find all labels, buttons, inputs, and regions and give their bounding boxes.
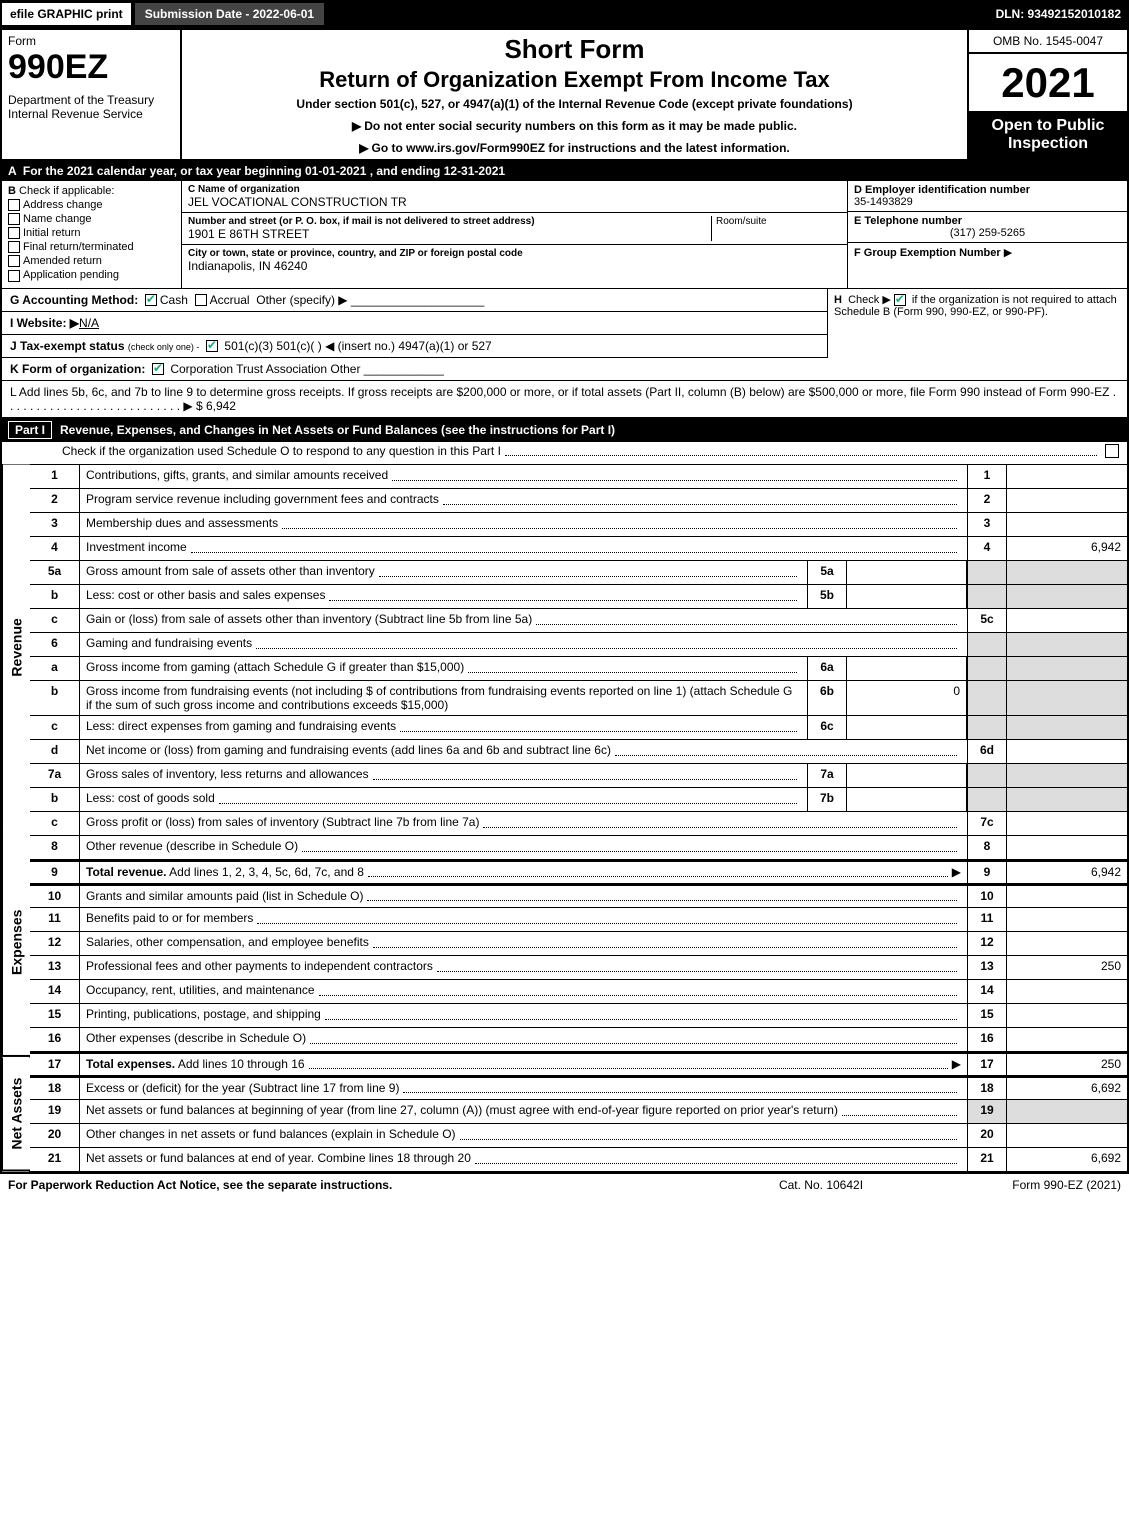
short-form-title: Short Form	[190, 34, 959, 65]
chk-accrual[interactable]	[195, 294, 207, 306]
side-revenue: Revenue	[2, 465, 30, 831]
department: Department of the Treasury Internal Reve…	[8, 93, 174, 121]
form-word: Form	[8, 34, 174, 48]
no-ssn-note: Do not enter social security numbers on …	[190, 119, 959, 133]
dln: DLN: 93492152010182	[996, 7, 1129, 21]
line-13: 13Professional fees and other payments t…	[30, 956, 1127, 980]
line-a: A For the 2021 calendar year, or tax yea…	[2, 161, 1127, 181]
part-i-header: Part I Revenue, Expenses, and Changes in…	[2, 418, 1127, 442]
line-c: cGain or (loss) from sale of assets othe…	[30, 609, 1127, 633]
line-19: 19Net assets or fund balances at beginni…	[30, 1100, 1127, 1124]
sched-o-check: Check if the organization used Schedule …	[2, 442, 1127, 465]
footer-right: Form 990-EZ (2021)	[921, 1178, 1121, 1192]
line-9: 9Total revenue. Add lines 1, 2, 3, 4, 5c…	[30, 860, 1127, 884]
line-1: 1Contributions, gifts, grants, and simil…	[30, 465, 1127, 489]
footer-mid: Cat. No. 10642I	[721, 1178, 921, 1192]
line-10: 10Grants and similar amounts paid (list …	[30, 884, 1127, 908]
section-d-e-f: D Employer identification number 35-1493…	[847, 181, 1127, 288]
line-3: 3Membership dues and assessments3	[30, 513, 1127, 537]
section-c: C Name of organization JEL VOCATIONAL CO…	[182, 181, 847, 288]
org-name: JEL VOCATIONAL CONSTRUCTION TR	[188, 195, 841, 209]
line-b: bGross income from fundraising events (n…	[30, 681, 1127, 716]
line-d: dNet income or (loss) from gaming and fu…	[30, 740, 1127, 764]
chk-sched-o[interactable]	[1105, 444, 1119, 458]
line-16: 16Other expenses (describe in Schedule O…	[30, 1028, 1127, 1052]
line-b: bLess: cost of goods sold7b	[30, 788, 1127, 812]
line-h: H Check ▶ if the organization is not req…	[827, 289, 1127, 358]
header-right: OMB No. 1545-0047 2021 Open to Public In…	[967, 30, 1127, 159]
page-footer: For Paperwork Reduction Act Notice, see …	[0, 1174, 1129, 1196]
chk-corp[interactable]	[152, 363, 164, 375]
line-l: L Add lines 5b, 6c, and 7b to line 9 to …	[2, 381, 1127, 418]
line-b: bLess: cost or other basis and sales exp…	[30, 585, 1127, 609]
omb-number: OMB No. 1545-0047	[969, 30, 1127, 54]
org-street: 1901 E 86TH STREET	[188, 227, 711, 241]
efile-label[interactable]: efile GRAPHIC print	[0, 1, 133, 27]
c-city-label: City or town, state or province, country…	[188, 248, 841, 259]
line-18: 18Excess or (deficit) for the year (Subt…	[30, 1076, 1127, 1100]
line-c: cLess: direct expenses from gaming and f…	[30, 716, 1127, 740]
line-c: cGross profit or (loss) from sales of in…	[30, 812, 1127, 836]
line-i: I Website: ▶N/A	[2, 312, 827, 335]
part-i-body: Revenue Expenses Net Assets 1Contributio…	[2, 465, 1127, 1172]
phone-value: (317) 259-5265	[854, 227, 1121, 239]
line-6: 6Gaming and fundraising events	[30, 633, 1127, 657]
chk-name-change[interactable]: Name change	[8, 213, 175, 225]
tax-year: 2021	[969, 54, 1127, 111]
g-h-block: G Accounting Method: Cash Accrual Other …	[2, 289, 1127, 358]
footer-left: For Paperwork Reduction Act Notice, see …	[8, 1178, 721, 1192]
header-left: Form 990EZ Department of the Treasury In…	[2, 30, 182, 159]
line-12: 12Salaries, other compensation, and empl…	[30, 932, 1127, 956]
line-2: 2Program service revenue including gover…	[30, 489, 1127, 513]
line-j: J Tax-exempt status (check only one) - 5…	[2, 335, 827, 358]
line-20: 20Other changes in net assets or fund ba…	[30, 1124, 1127, 1148]
ein-row: D Employer identification number 35-1493…	[848, 181, 1127, 212]
form-number: 990EZ	[8, 48, 174, 87]
line-11: 11Benefits paid to or for members11	[30, 908, 1127, 932]
chk-final-return[interactable]: Final return/terminated	[8, 241, 175, 253]
line-8: 8Other revenue (describe in Schedule O)8	[30, 836, 1127, 860]
return-title: Return of Organization Exempt From Incom…	[190, 67, 959, 93]
under-section: Under section 501(c), 527, or 4947(a)(1)…	[190, 97, 959, 111]
chk-501c3[interactable]	[206, 340, 218, 352]
chk-pending[interactable]: Application pending	[8, 269, 175, 281]
chk-initial-return[interactable]: Initial return	[8, 227, 175, 239]
submission-date: Submission Date - 2022-06-01	[133, 1, 326, 27]
line-17: 17Total expenses. Add lines 10 through 1…	[30, 1052, 1127, 1076]
c-name-label: C Name of organization	[188, 184, 841, 195]
group-exemption: F Group Exemption Number ▶	[848, 243, 1127, 262]
block-b-c-d: B Check if applicable: Address change Na…	[2, 181, 1127, 289]
chk-amended[interactable]: Amended return	[8, 255, 175, 267]
line-a: aGross income from gaming (attach Schedu…	[30, 657, 1127, 681]
chk-h[interactable]	[894, 294, 906, 306]
line-k: K Form of organization: Corporation Trus…	[2, 358, 1127, 381]
line-5a: 5aGross amount from sale of assets other…	[30, 561, 1127, 585]
line-15: 15Printing, publications, postage, and s…	[30, 1004, 1127, 1028]
open-public: Open to Public Inspection	[969, 111, 1127, 159]
line-14: 14Occupancy, rent, utilities, and mainte…	[30, 980, 1127, 1004]
header-mid: Short Form Return of Organization Exempt…	[182, 30, 967, 159]
chk-cash[interactable]	[145, 294, 157, 306]
c-street-label: Number and street (or P. O. box, if mail…	[188, 216, 711, 227]
form-990ez: Form 990EZ Department of the Treasury In…	[0, 28, 1129, 1174]
side-netassets: Net Assets	[2, 1057, 30, 1171]
form-header: Form 990EZ Department of the Treasury In…	[2, 30, 1127, 161]
org-city: Indianapolis, IN 46240	[188, 259, 841, 273]
line-21: 21Net assets or fund balances at end of …	[30, 1148, 1127, 1172]
phone-row: E Telephone number (317) 259-5265	[848, 212, 1127, 243]
line-7a: 7aGross sales of inventory, less returns…	[30, 764, 1127, 788]
line-g: G Accounting Method: Cash Accrual Other …	[2, 289, 827, 312]
section-b: B Check if applicable: Address change Na…	[2, 181, 182, 288]
room-suite: Room/suite	[711, 216, 841, 241]
top-bar: efile GRAPHIC print Submission Date - 20…	[0, 0, 1129, 28]
line-4: 4Investment income46,942	[30, 537, 1127, 561]
chk-address-change[interactable]: Address change	[8, 199, 175, 211]
ein-value: 35-1493829	[854, 196, 913, 208]
goto-link[interactable]: Go to www.irs.gov/Form990EZ for instruct…	[190, 141, 959, 155]
side-expenses: Expenses	[2, 830, 30, 1057]
